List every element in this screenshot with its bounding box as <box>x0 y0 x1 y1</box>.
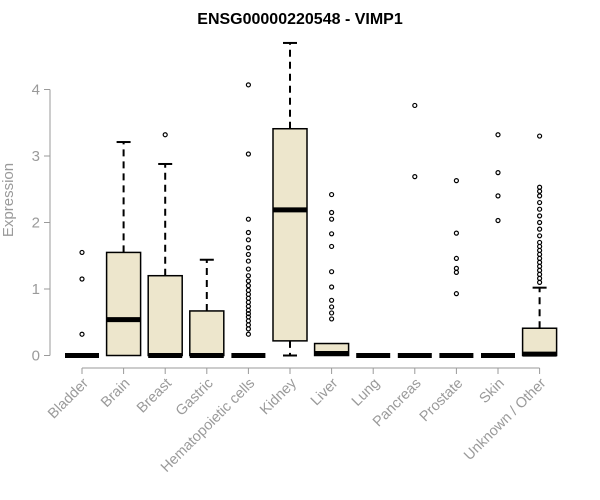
y-tick-label: 4 <box>32 82 40 99</box>
box-body <box>272 127 308 342</box>
outlier-point <box>79 331 85 337</box>
y-tick-label: 0 <box>32 348 40 365</box>
box-liver <box>313 191 350 357</box>
outlier-point <box>329 316 335 322</box>
box-body <box>105 251 142 357</box>
outlier-point <box>329 209 335 216</box>
chart-title: ENSG00000220548 - VIMP1 <box>197 11 403 28</box>
outlier-point <box>536 193 543 199</box>
outlier-point <box>453 178 459 184</box>
outlier-point <box>245 331 251 337</box>
outlier-point <box>453 265 459 271</box>
outlier-point <box>536 133 543 139</box>
box-unknown-other <box>521 133 558 357</box>
box-breast <box>147 132 183 358</box>
y-axis: 0 1 2 3 4 <box>32 82 51 365</box>
outlier-point <box>329 284 335 290</box>
box-pancreas <box>397 102 432 358</box>
x-tick-label-brain: Brain <box>98 376 133 411</box>
y-tick-label: 3 <box>32 148 40 165</box>
outlier-point <box>329 216 335 222</box>
outlier-point <box>329 191 335 198</box>
outlier-point <box>79 249 85 256</box>
outlier-point <box>245 237 251 243</box>
box-kidney <box>272 41 308 357</box>
x-tick-label-skin: Skin <box>477 376 508 407</box>
box-hematopoietic-cells <box>231 82 266 358</box>
x-tick-label-lung: Lung <box>349 376 383 410</box>
outlier-point <box>536 233 543 239</box>
outlier-point <box>245 82 251 88</box>
y-tick-label: 2 <box>32 215 40 232</box>
outlier-point <box>329 269 335 275</box>
outlier-point <box>329 310 335 316</box>
box-body <box>521 327 558 357</box>
outlier-point <box>162 132 168 138</box>
box-body <box>147 274 183 357</box>
outlier-point <box>329 243 335 250</box>
outlier-point <box>245 229 251 236</box>
x-tick-label-breast: Breast <box>134 376 175 417</box>
outlier-point <box>245 266 251 272</box>
outlier-point <box>536 184 543 190</box>
outlier-point <box>329 304 335 310</box>
outlier-point <box>245 314 251 320</box>
box-prostate <box>439 178 474 358</box>
outlier-point <box>329 231 335 237</box>
outlier-point <box>245 278 251 284</box>
outlier-point <box>245 273 251 279</box>
outlier-point <box>536 219 543 226</box>
outlier-point <box>536 239 543 246</box>
box-gastric <box>189 258 225 358</box>
outlier-point <box>495 132 501 138</box>
x-tick-label-liver: Liver <box>308 375 342 409</box>
outlier-point <box>536 206 543 212</box>
outlier-point <box>245 283 251 289</box>
boxes-layer <box>65 41 558 358</box>
outlier-point <box>495 193 501 199</box>
outlier-point <box>453 291 459 297</box>
outlier-point <box>536 199 543 206</box>
outlier-point <box>453 255 459 262</box>
outlier-point <box>495 217 501 224</box>
outlier-point <box>329 297 335 303</box>
outlier-point <box>245 287 251 293</box>
x-tick-label-prostate: Prostate <box>417 376 466 425</box>
box-bladder <box>65 249 99 358</box>
box-brain <box>105 141 142 357</box>
outlier-point <box>536 226 543 232</box>
outlier-point <box>79 276 85 282</box>
outlier-point <box>245 216 251 222</box>
outlier-point <box>245 245 251 251</box>
box-skin <box>481 132 515 358</box>
outlier-point <box>412 174 418 180</box>
outlier-point <box>245 258 251 264</box>
outlier-point <box>245 251 251 258</box>
outlier-point <box>453 230 459 236</box>
outlier-point <box>245 311 251 317</box>
y-axis-label: Expression <box>0 163 17 237</box>
x-tick-label-kidney: Kidney <box>257 375 300 418</box>
x-tick-label-bladder: Bladder <box>45 375 92 422</box>
outlier-point <box>536 213 543 219</box>
y-tick-label: 1 <box>32 281 40 298</box>
box-body <box>189 310 225 357</box>
outlier-point <box>412 102 418 109</box>
outlier-point <box>495 170 501 176</box>
outlier-point <box>245 151 251 157</box>
